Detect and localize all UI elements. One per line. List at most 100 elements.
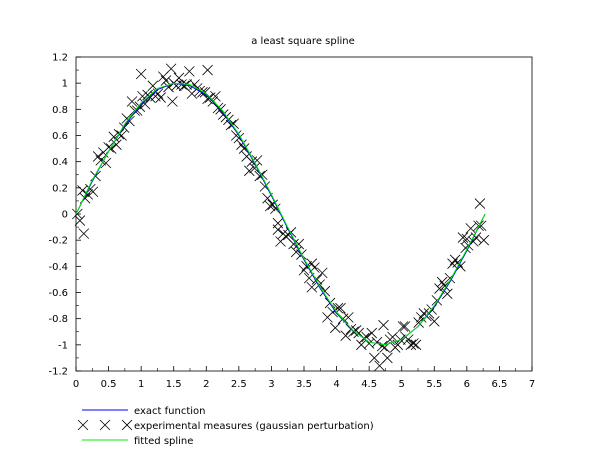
- x-tick-label: 2.5: [231, 379, 247, 390]
- measurement-point: [369, 352, 380, 364]
- measurement-point: [116, 130, 127, 141]
- x-marker: [316, 267, 328, 279]
- x-marker: [327, 306, 338, 318]
- x-marker: [408, 338, 419, 349]
- x-marker: [238, 143, 250, 154]
- x-tick-label: 1.5: [166, 379, 182, 390]
- x-marker: [95, 155, 107, 166]
- x-marker: [376, 340, 388, 352]
- x-marker: [111, 139, 122, 150]
- y-tick-label: -0.2: [48, 236, 68, 247]
- x-marker: [306, 281, 318, 293]
- measurement-point: [405, 339, 417, 351]
- x-marker: [165, 63, 177, 75]
- measurement-point: [332, 302, 344, 314]
- x-marker: [290, 246, 302, 258]
- x-tick-label: 3: [268, 379, 274, 390]
- x-marker: [399, 321, 411, 332]
- legend-label: fitted spline: [134, 436, 193, 447]
- measurement-point: [173, 72, 185, 84]
- axes-frame: [75, 56, 533, 372]
- x-marker: [405, 339, 417, 351]
- x-marker: [249, 162, 260, 174]
- x-axis: 0 0.5 1 1.5 2 2.5 3 3.5 4 4.5 5 5.5 6 6.5 7: [73, 366, 535, 390]
- measurement-point: [155, 92, 166, 103]
- x-marker: [126, 96, 138, 107]
- measurement-point: [429, 316, 440, 327]
- measurement-point: [78, 228, 90, 239]
- legend-label: experimental measures (gaussian perturba…: [134, 421, 374, 432]
- measurement-point: [319, 285, 331, 297]
- x-marker: [243, 165, 255, 177]
- x-marker: [212, 102, 224, 114]
- measurement-point: [126, 96, 138, 107]
- x-marker: [413, 317, 424, 328]
- measurement-point: [288, 238, 299, 250]
- legend-item: fitted spline: [82, 436, 193, 447]
- measurement-point: [264, 200, 276, 212]
- y-tick-label: 0.8: [52, 105, 68, 116]
- measurement-point: [293, 238, 305, 250]
- x-marker: [319, 285, 331, 297]
- x-marker: [135, 68, 147, 80]
- x-marker: [387, 331, 398, 343]
- x-marker: [167, 96, 178, 107]
- fitted-spline-line: [75, 82, 486, 346]
- legend-label: exact function: [134, 406, 205, 417]
- legend-item: exact function: [82, 406, 205, 417]
- chart-title: a least square spline: [251, 36, 355, 47]
- x-marker: [288, 238, 299, 250]
- x-marker: [410, 339, 422, 351]
- measurement-point: [410, 339, 422, 351]
- x-marker: [369, 352, 380, 364]
- measurement-point: [343, 312, 354, 323]
- measurement-point: [335, 302, 346, 314]
- y-tick-label: -1: [58, 340, 68, 351]
- x-marker: [457, 232, 469, 243]
- measurement-point: [167, 96, 178, 107]
- x-marker: [382, 352, 393, 364]
- x-marker: [155, 92, 166, 103]
- legend-item: experimental measures (gaussian perturba…: [77, 419, 374, 432]
- measurement-point: [212, 102, 224, 114]
- measurement-point: [135, 68, 147, 80]
- measurement-point: [165, 63, 177, 75]
- plot-area: 0 0.5 1 1.5 2 2.5 3 3.5 4 4.5 5 5.5 6 6.5 7 -1.2 -1 -0.8…: [48, 53, 535, 391]
- measurement-point: [74, 215, 86, 226]
- measurement-point: [100, 157, 112, 169]
- measurement-point: [184, 66, 195, 77]
- y-tick-label: 1.2: [52, 53, 68, 64]
- x-tick-label: 3.5: [296, 379, 312, 390]
- x-marker: [272, 217, 284, 229]
- x-marker: [139, 98, 151, 110]
- y-tick-label: 1: [62, 79, 68, 90]
- measurement-point: [465, 223, 477, 234]
- x-marker: [402, 334, 414, 345]
- legend-marker: [99, 419, 111, 431]
- x-tick-label: 2: [203, 379, 209, 390]
- measurement-point: [402, 334, 414, 345]
- x-tick-label: 5: [399, 379, 405, 390]
- measurement-point: [397, 321, 409, 332]
- x-marker: [173, 72, 185, 84]
- measurement-point: [87, 186, 99, 198]
- x-marker: [340, 330, 351, 341]
- x-marker: [397, 321, 409, 332]
- measurement-point: [382, 352, 393, 364]
- y-tick-label: -1.2: [48, 367, 68, 378]
- measurement-point: [111, 139, 122, 150]
- x-tick-label: 5.5: [426, 379, 442, 390]
- x-marker: [100, 157, 112, 169]
- measurement-point: [103, 141, 114, 153]
- measurement-point: [95, 155, 107, 166]
- measurement-point: [387, 331, 398, 343]
- measurement-point: [399, 321, 411, 332]
- x-tick-label: 0.5: [101, 379, 117, 390]
- measurement-point: [124, 115, 135, 127]
- measurement-point: [272, 217, 284, 229]
- measurement-point: [329, 322, 341, 334]
- measurement-point: [202, 93, 213, 105]
- y-tick-label: 0: [62, 210, 68, 221]
- measurement-point: [316, 267, 328, 279]
